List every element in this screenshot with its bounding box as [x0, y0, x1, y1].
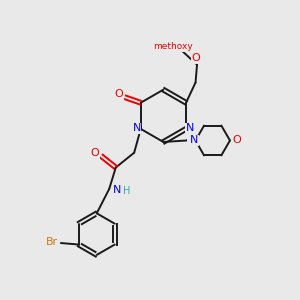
Text: H: H [123, 186, 131, 196]
Text: methoxy: methoxy [153, 42, 193, 51]
Text: O: O [232, 136, 241, 146]
Text: N: N [188, 136, 196, 146]
Text: N: N [190, 136, 199, 146]
Text: Br: Br [46, 237, 58, 247]
Text: O: O [91, 148, 99, 158]
Text: N: N [186, 123, 194, 133]
Text: O: O [114, 89, 123, 99]
Text: O: O [191, 53, 200, 63]
Text: N: N [113, 185, 122, 195]
Text: N: N [132, 123, 141, 133]
